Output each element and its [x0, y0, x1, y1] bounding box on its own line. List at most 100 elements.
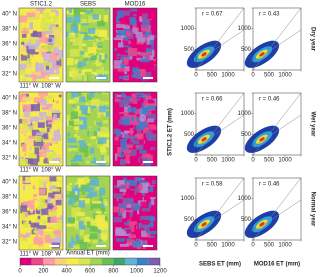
map-patch — [52, 134, 61, 141]
map-patch — [91, 115, 97, 121]
map-patch — [70, 181, 75, 188]
map-patch — [89, 235, 98, 240]
map-patch — [21, 241, 29, 248]
lat-label: 34° N — [2, 141, 17, 147]
map-patch — [130, 206, 136, 211]
map-patch — [45, 62, 50, 70]
lat-label: 32° N — [2, 156, 17, 162]
r-value: r = 0.46 — [259, 97, 280, 103]
map-patch — [23, 185, 26, 191]
map-patch — [67, 138, 77, 143]
map-patch — [51, 43, 61, 47]
map-patch — [127, 29, 131, 33]
map-patch — [117, 198, 123, 204]
map-patch — [44, 18, 54, 23]
y-tick-label: 500 — [184, 47, 195, 53]
map-patch — [72, 21, 78, 27]
map-patch — [98, 93, 106, 101]
map-patch — [73, 97, 80, 104]
y-tick-label: 1000 — [238, 111, 252, 117]
lon-label: 108° W — [41, 84, 61, 90]
map-patch — [98, 223, 108, 230]
map-patch — [132, 241, 142, 247]
map-patch — [68, 191, 77, 197]
colorbar-tick-label: 200 — [38, 269, 49, 275]
map-patch — [139, 16, 142, 22]
map-patch — [147, 118, 154, 123]
map-patch — [134, 137, 145, 145]
map-patch — [25, 210, 35, 217]
map-patch — [21, 41, 25, 45]
map-patch — [21, 35, 28, 44]
map-patch — [149, 39, 154, 48]
fit-line — [195, 29, 245, 63]
map-patch — [99, 197, 103, 203]
map-patch — [19, 158, 28, 165]
map-patch — [114, 153, 121, 157]
map-patch — [90, 147, 95, 155]
map-patch — [96, 186, 100, 190]
x-axis-label: MOD16 ET (mm) — [254, 262, 300, 268]
map-patch — [21, 60, 25, 67]
map-patch — [97, 20, 106, 27]
map-patch — [39, 192, 49, 199]
map-frame — [65, 7, 111, 83]
map-patch — [74, 135, 81, 142]
map-column-title: SEBS — [80, 2, 96, 8]
map-patch — [141, 65, 150, 69]
map-patch — [113, 216, 123, 223]
map-patch — [126, 190, 135, 197]
map-patch — [103, 14, 108, 22]
map-patch — [74, 221, 82, 229]
map-patch — [39, 198, 46, 207]
map-patch — [124, 133, 129, 140]
map-patch — [56, 154, 61, 159]
map-patch — [128, 44, 131, 48]
map-patch — [75, 25, 79, 32]
map-patch — [81, 23, 89, 26]
lat-label: 32° N — [2, 240, 17, 246]
map-patch — [132, 27, 139, 34]
map-patch — [71, 206, 77, 209]
colorbar-segment — [66, 258, 79, 265]
map-patch — [54, 34, 59, 42]
map-patch — [69, 48, 80, 57]
map-patch — [96, 66, 104, 75]
map-patch — [97, 112, 101, 118]
x-tick-label: 500 — [264, 73, 275, 79]
colorbar-label: Annual ET (mm) — [66, 251, 110, 257]
map-patch — [128, 55, 133, 60]
map-patch — [149, 55, 154, 60]
map-patch — [147, 99, 154, 104]
map-patch — [49, 52, 58, 61]
map-patch — [136, 225, 140, 234]
map-patch — [83, 203, 91, 212]
map-patch — [47, 197, 51, 202]
map-patch — [90, 9, 98, 17]
map-patch — [142, 8, 149, 14]
map-patch — [38, 92, 48, 96]
map-patch — [128, 145, 136, 153]
lat-label: 36° N — [2, 126, 17, 132]
map-patch — [117, 42, 124, 48]
map-patch — [22, 201, 30, 206]
map-patch — [147, 187, 150, 190]
map-patch — [114, 48, 118, 51]
colorbar-segment — [20, 258, 32, 265]
map-patch — [40, 31, 46, 39]
map-patch — [145, 47, 154, 55]
map-patch — [33, 71, 42, 76]
map-patch — [95, 43, 106, 46]
map-patch — [100, 37, 110, 41]
map-patch — [72, 37, 83, 46]
map-patch — [128, 234, 137, 239]
map-patch — [83, 46, 91, 53]
map-patch — [41, 143, 49, 151]
map-patch — [96, 156, 102, 162]
map-patch — [91, 30, 101, 38]
colorbar-segment — [43, 258, 55, 265]
map-patch — [67, 121, 75, 126]
map-patch — [123, 149, 127, 155]
map-patch — [35, 180, 40, 189]
